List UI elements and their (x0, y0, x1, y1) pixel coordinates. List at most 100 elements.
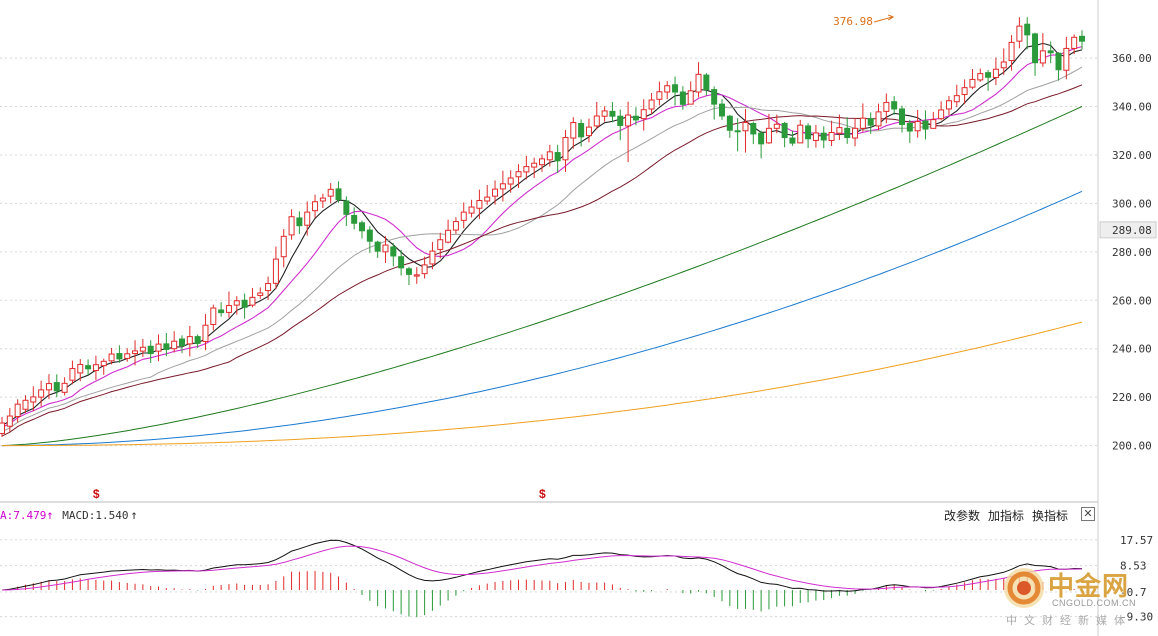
candle[interactable] (938, 101, 945, 121)
candle[interactable] (852, 118, 859, 147)
candle[interactable] (523, 155, 530, 180)
candle[interactable] (531, 157, 538, 178)
candle[interactable] (351, 207, 358, 230)
candle[interactable] (210, 304, 217, 331)
candle[interactable] (22, 395, 29, 414)
candle[interactable] (945, 95, 952, 116)
candle[interactable] (695, 62, 702, 98)
candle[interactable] (398, 249, 405, 276)
candle[interactable] (656, 81, 663, 106)
candle[interactable] (648, 92, 655, 115)
candle[interactable] (413, 267, 420, 284)
candle[interactable] (742, 108, 749, 153)
candle[interactable] (374, 240, 381, 258)
candle[interactable] (726, 114, 733, 138)
candle[interactable] (499, 170, 506, 202)
candle[interactable] (132, 340, 139, 366)
candle[interactable] (992, 57, 999, 85)
candle[interactable] (930, 111, 937, 129)
candle[interactable] (961, 79, 968, 105)
candle[interactable] (914, 109, 921, 138)
candle[interactable] (366, 226, 373, 253)
candle[interactable] (750, 121, 757, 145)
candle[interactable] (797, 119, 804, 144)
candle[interactable] (711, 86, 718, 120)
candle[interactable] (69, 360, 76, 385)
candle[interactable] (272, 246, 279, 290)
candle[interactable] (719, 99, 725, 120)
candle[interactable] (844, 117, 851, 144)
candle[interactable] (359, 220, 365, 239)
candle[interactable] (319, 193, 326, 209)
candle[interactable] (554, 144, 561, 174)
candle[interactable] (875, 103, 882, 131)
candle[interactable] (429, 241, 436, 270)
candle[interactable] (476, 189, 483, 219)
candle[interactable] (953, 84, 960, 108)
candle[interactable] (124, 348, 131, 362)
candle[interactable] (1016, 17, 1023, 49)
candle[interactable] (405, 266, 412, 286)
candle[interactable] (703, 73, 710, 96)
add-indicator-button[interactable]: 加指标 (988, 508, 1025, 523)
candle[interactable] (977, 68, 984, 82)
candle[interactable] (265, 276, 272, 301)
candle[interactable] (233, 296, 240, 315)
candle[interactable] (45, 374, 52, 400)
candle[interactable] (546, 144, 553, 167)
candle[interactable] (805, 123, 812, 148)
candle[interactable] (30, 386, 37, 412)
candle[interactable] (781, 121, 788, 148)
candle[interactable] (1055, 52, 1062, 81)
candle[interactable] (758, 130, 765, 159)
candle[interactable] (202, 314, 209, 351)
candle[interactable] (828, 120, 835, 147)
candle[interactable] (687, 81, 694, 105)
candle[interactable] (812, 124, 819, 148)
candle[interactable] (6, 408, 13, 432)
candle[interactable] (1039, 33, 1046, 67)
candle[interactable] (390, 243, 397, 267)
candle[interactable] (53, 374, 60, 398)
candle[interactable] (672, 76, 679, 106)
candle[interactable] (1024, 17, 1031, 50)
candle[interactable] (507, 170, 514, 193)
candle[interactable] (335, 181, 342, 203)
switch-indicator-button[interactable]: 换指标 (1032, 508, 1069, 523)
candle[interactable] (116, 345, 123, 363)
candle[interactable] (617, 109, 624, 141)
candle[interactable] (296, 211, 303, 234)
candle[interactable] (562, 130, 569, 172)
candle[interactable] (241, 293, 248, 319)
candle[interactable] (327, 183, 334, 204)
candle[interactable] (92, 355, 99, 380)
candle[interactable] (1079, 30, 1085, 50)
candle[interactable] (460, 202, 467, 229)
candle[interactable] (1071, 34, 1078, 55)
candle[interactable] (585, 118, 592, 143)
candle[interactable] (77, 359, 84, 382)
candle[interactable] (734, 118, 741, 152)
candle[interactable] (891, 96, 898, 115)
candle[interactable] (625, 101, 632, 163)
candle[interactable] (38, 380, 45, 407)
candle[interactable] (601, 106, 608, 122)
candle[interactable] (867, 112, 874, 134)
candle[interactable] (789, 130, 796, 146)
candle[interactable] (100, 358, 107, 375)
candle[interactable] (1000, 48, 1007, 75)
candle[interactable] (679, 86, 686, 110)
candle[interactable] (906, 119, 913, 143)
candle[interactable] (85, 359, 92, 376)
candle[interactable] (14, 399, 21, 423)
candle[interactable] (0, 416, 5, 437)
candle[interactable] (899, 105, 905, 133)
candle[interactable] (288, 209, 295, 240)
candle[interactable] (969, 69, 976, 90)
close-icon[interactable]: ✕ (1081, 507, 1095, 521)
candle[interactable] (343, 196, 350, 226)
candle[interactable] (922, 110, 929, 140)
candle[interactable] (1032, 32, 1039, 76)
candle[interactable] (139, 339, 146, 357)
modify-params-button[interactable]: 改参数 (944, 508, 981, 523)
